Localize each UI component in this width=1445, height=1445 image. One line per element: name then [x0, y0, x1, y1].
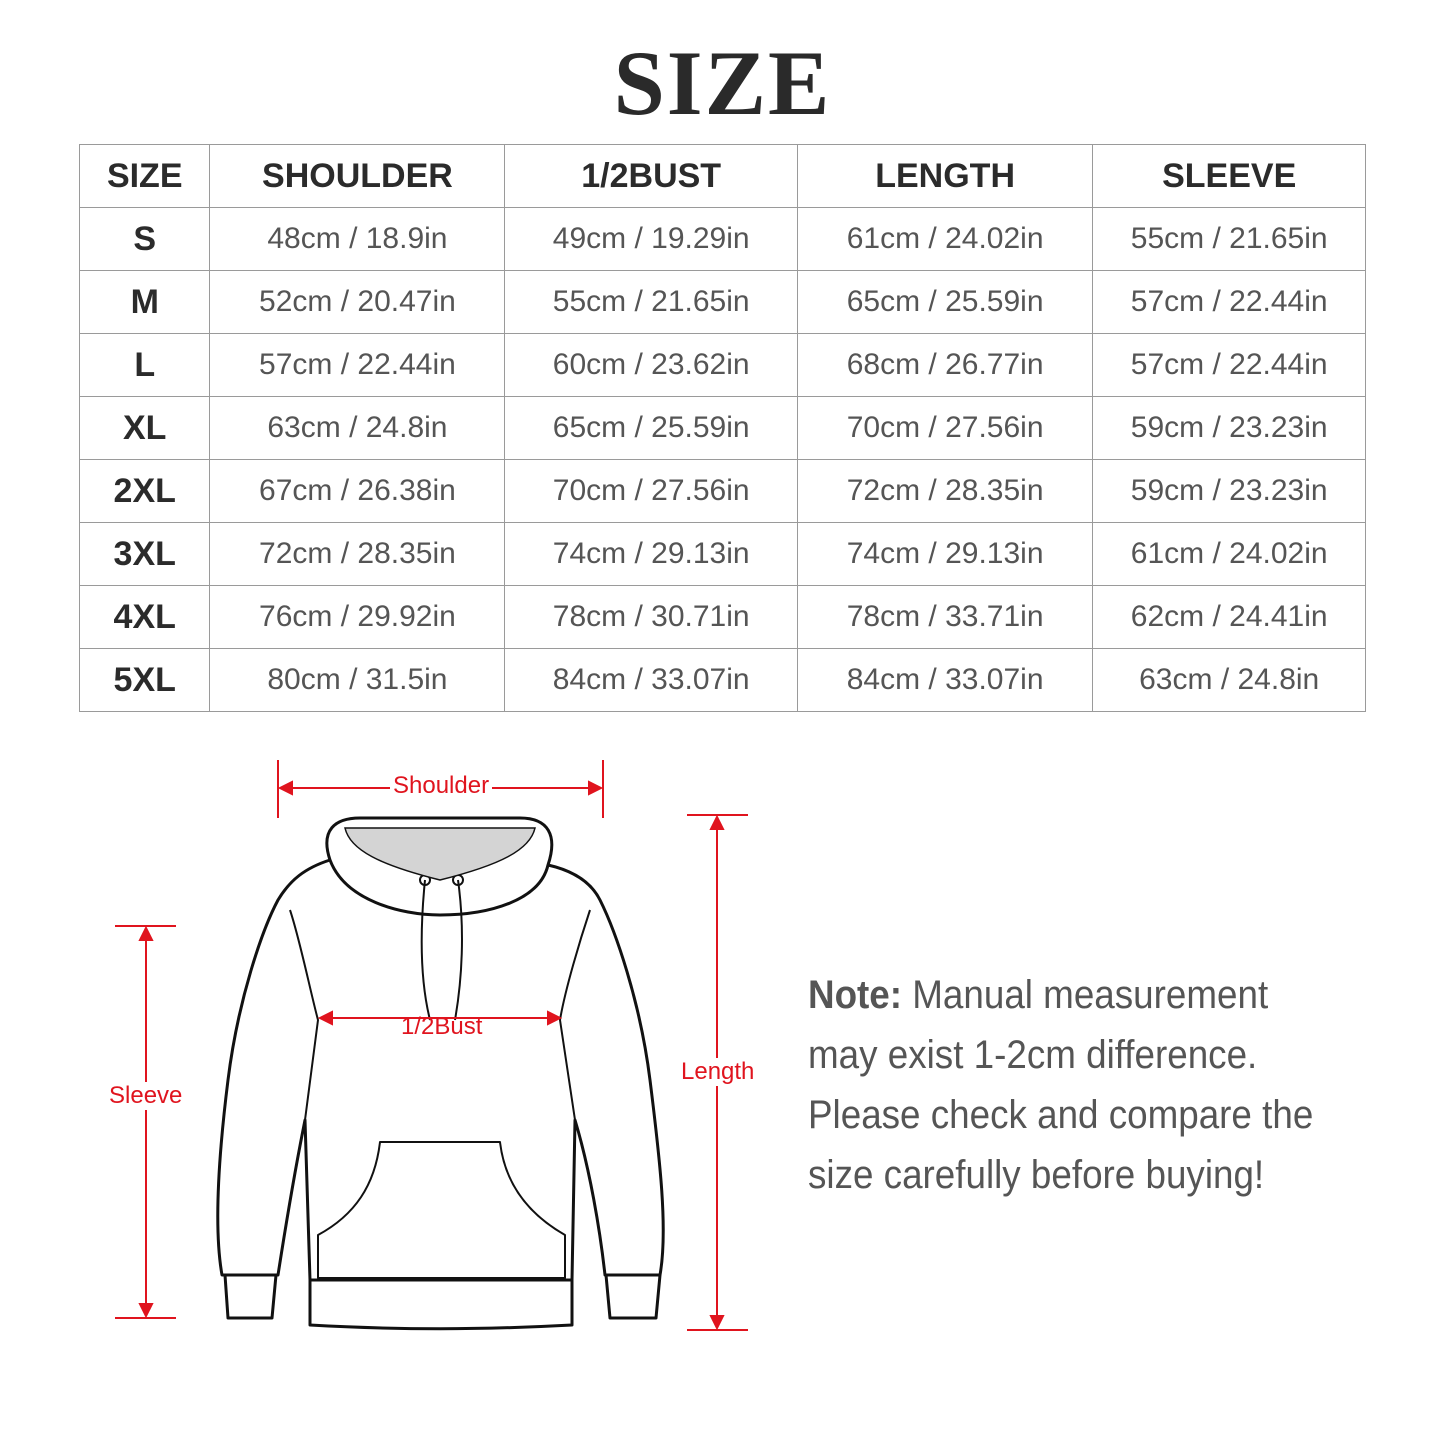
measurement-cell: 55cm / 21.65in — [1092, 207, 1366, 271]
measurement-cell: 63cm / 24.8in — [1092, 648, 1366, 712]
measurement-cell: 84cm / 33.07in — [504, 648, 798, 712]
measurement-cell: 84cm / 33.07in — [796, 648, 1094, 712]
table-row: 3XL 72cm / 28.35in 74cm / 29.13in 74cm / 29… — [78, 522, 1366, 586]
table-row: 5XL 80cm / 31.5in 84cm / 33.07in 84cm / 33.… — [78, 648, 1366, 712]
measurement-cell: 65cm / 25.59in — [796, 270, 1094, 334]
size-cell: S — [78, 207, 211, 271]
measurement-cell: 60cm / 23.62in — [504, 333, 798, 397]
measurement-cell: 72cm / 28.35in — [209, 522, 506, 586]
note-text: Note: Manual measurement may exist 1-2cm… — [808, 965, 1323, 1205]
size-table: SIZE SHOULDER 1/2BUST LENGTH SLEEVE S 48cm / … — [78, 144, 1366, 712]
page-title: SIZE — [613, 32, 832, 134]
sleeve-label: Sleeve — [106, 1082, 186, 1110]
measurement-cell: 57cm / 22.44in — [1092, 270, 1366, 334]
measurement-cell: 65cm / 25.59in — [504, 396, 798, 460]
measurement-cell: 49cm / 19.29in — [504, 207, 798, 271]
size-cell: 3XL — [78, 522, 211, 586]
size-cell: 4XL — [78, 585, 211, 649]
table-row: L 57cm / 22.44in 60cm / 23.62in 68cm / 26.7… — [78, 333, 1366, 397]
note-label: Note: — [808, 973, 903, 1017]
hoodie-outline — [216, 816, 665, 1331]
table-header-row: SIZE SHOULDER 1/2BUST LENGTH SLEEVE — [78, 144, 1366, 208]
note-body: Manual measurement may exist 1-2cm diffe… — [808, 973, 1314, 1197]
measurement-cell: 61cm / 24.02in — [1092, 522, 1366, 586]
measurement-cell: 80cm / 31.5in — [209, 648, 506, 712]
shoulder-label: Shoulder — [390, 772, 493, 800]
measurement-cell: 63cm / 24.8in — [209, 396, 506, 460]
column-header: SIZE — [78, 144, 211, 208]
measurement-cell: 70cm / 27.56in — [504, 459, 798, 523]
length-label: Length — [678, 1058, 758, 1086]
bust-label: 1/2Bust — [401, 1013, 483, 1040]
size-cell: 5XL — [78, 648, 211, 712]
size-cell: 2XL — [78, 459, 211, 523]
size-cell: M — [78, 270, 211, 334]
table-row: XL 63cm / 24.8in 65cm / 25.59in 70cm / 27.5… — [78, 396, 1366, 460]
measurement-cell: 78cm / 30.71in — [504, 585, 798, 649]
measurement-cell: 57cm / 22.44in — [1092, 333, 1366, 397]
measurement-cell: 67cm / 26.38in — [209, 459, 506, 523]
column-header: SLEEVE — [1092, 144, 1366, 208]
measurement-cell: 72cm / 28.35in — [796, 459, 1094, 523]
measurement-cell: 59cm / 23.23in — [1092, 459, 1366, 523]
size-cell: L — [78, 333, 211, 397]
column-header: 1/2BUST — [504, 144, 798, 208]
table-row: 2XL 67cm / 26.38in 70cm / 27.56in 72cm / 28… — [78, 459, 1366, 523]
measurement-cell: 76cm / 29.92in — [209, 585, 506, 649]
measurement-cell: 62cm / 24.41in — [1092, 585, 1366, 649]
measurement-cell: 55cm / 21.65in — [504, 270, 798, 334]
measurement-cell: 57cm / 22.44in — [209, 333, 506, 397]
table-row: S 48cm / 18.9in 49cm / 19.29in 61cm / 24.02… — [78, 207, 1366, 271]
measurement-cell: 70cm / 27.56in — [796, 396, 1094, 460]
measurement-cell: 48cm / 18.9in — [209, 207, 506, 271]
measurement-cell: 52cm / 20.47in — [209, 270, 506, 334]
measurement-cell: 74cm / 29.13in — [796, 522, 1094, 586]
measurement-cell: 74cm / 29.13in — [504, 522, 798, 586]
column-header: LENGTH — [796, 144, 1094, 208]
measurement-cell: 59cm / 23.23in — [1092, 396, 1366, 460]
measurement-cell: 68cm / 26.77in — [796, 333, 1094, 397]
table-row: M 52cm / 20.47in 55cm / 21.65in 65cm / 25.5… — [78, 270, 1366, 334]
